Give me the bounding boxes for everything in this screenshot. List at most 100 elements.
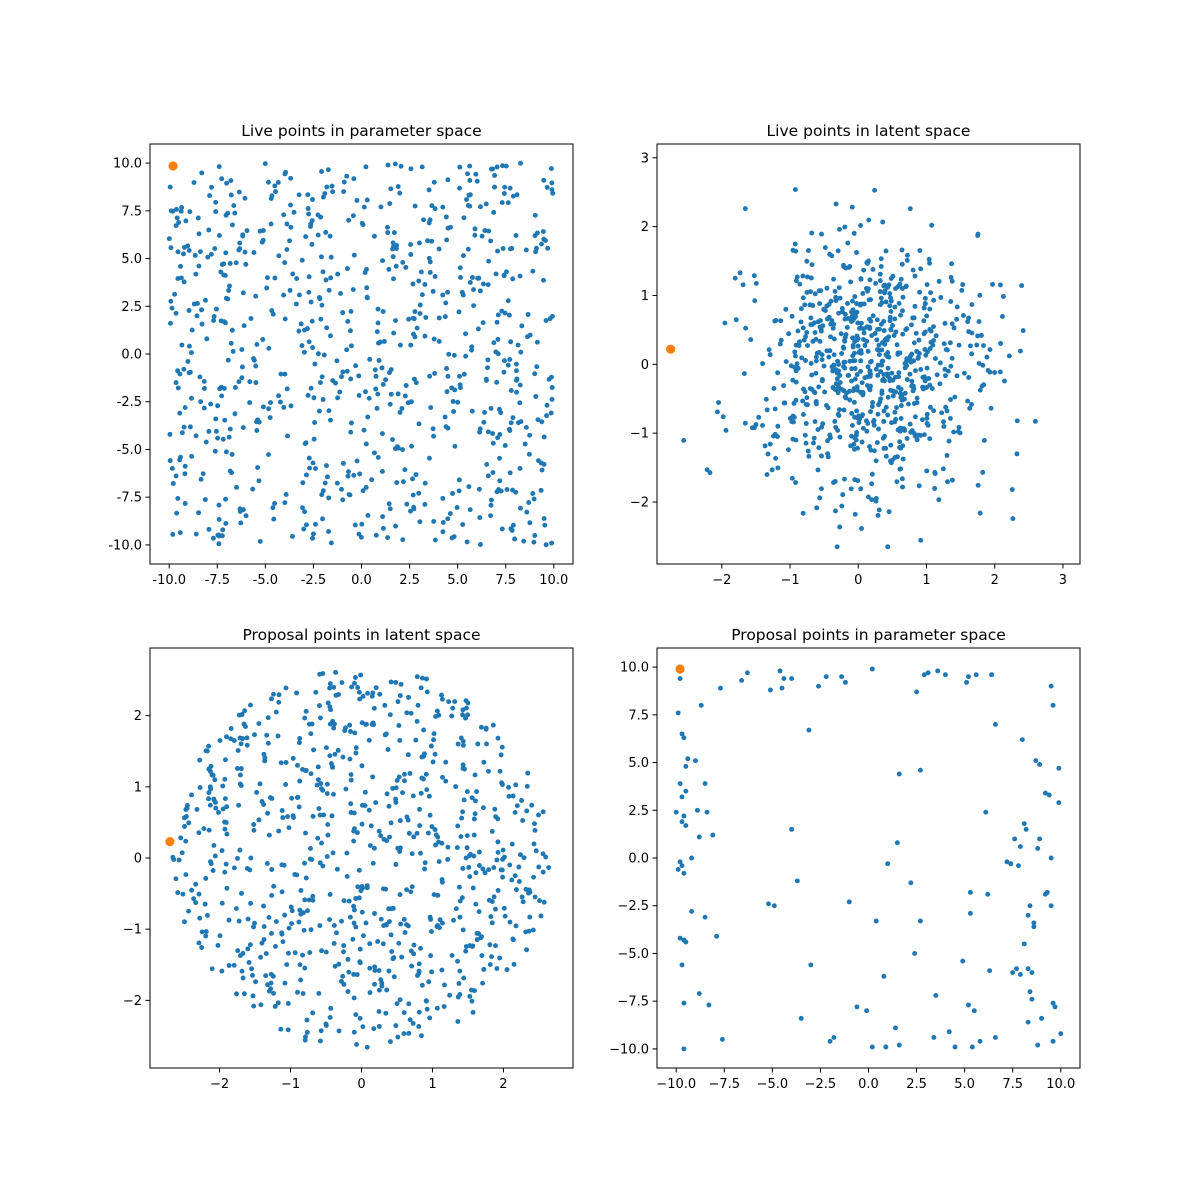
scatter-point bbox=[846, 899, 852, 905]
scatter-point bbox=[719, 1036, 725, 1042]
scatter-point bbox=[530, 927, 536, 933]
scatter-point bbox=[852, 446, 857, 452]
scatter-point bbox=[897, 350, 903, 356]
scatter-point bbox=[393, 679, 399, 685]
scatter-point bbox=[881, 372, 887, 377]
scatter-point bbox=[361, 204, 367, 210]
scatter-point bbox=[1052, 1004, 1058, 1010]
scatter-point bbox=[194, 313, 200, 319]
scatter-point bbox=[539, 241, 544, 247]
scatter-point bbox=[431, 731, 437, 737]
scatter-point bbox=[704, 809, 710, 815]
scatter-point bbox=[397, 190, 403, 196]
scatter-point bbox=[464, 845, 470, 851]
scatter-point bbox=[279, 808, 285, 813]
scatter-point bbox=[1012, 836, 1018, 842]
scatter-point bbox=[925, 670, 931, 676]
scatter-point bbox=[240, 950, 246, 956]
scatter-point bbox=[800, 412, 806, 417]
scatter-point bbox=[679, 731, 685, 737]
scatter-point bbox=[385, 535, 391, 540]
scatter-point bbox=[348, 376, 354, 382]
scatter-point bbox=[236, 247, 242, 253]
scatter-point bbox=[508, 388, 514, 393]
scatter-point bbox=[374, 405, 380, 411]
scatter-point bbox=[947, 415, 953, 421]
scatter-point bbox=[199, 321, 205, 327]
scatter-point bbox=[813, 401, 819, 407]
scatter-point bbox=[216, 502, 222, 508]
scatter-point bbox=[514, 803, 520, 809]
scatter-point bbox=[508, 339, 514, 345]
scatter-point bbox=[416, 490, 422, 496]
scatter-point bbox=[550, 313, 555, 319]
scatter-point bbox=[224, 734, 229, 740]
scatter-point bbox=[835, 411, 841, 417]
scatter-point bbox=[510, 793, 516, 799]
scatter-point bbox=[310, 813, 316, 819]
scatter-point bbox=[216, 164, 222, 170]
scatter-point bbox=[907, 371, 913, 377]
scatter-point bbox=[222, 776, 228, 782]
scatter-point bbox=[540, 229, 546, 235]
scatter-point bbox=[367, 356, 373, 362]
scatter-point bbox=[170, 481, 176, 486]
scatter-point bbox=[412, 203, 418, 209]
scatter-point bbox=[921, 305, 927, 311]
plot-area-frame bbox=[149, 143, 574, 565]
scatter-point bbox=[1037, 836, 1043, 842]
scatter-point bbox=[883, 248, 889, 254]
scatter-point bbox=[878, 295, 884, 301]
scatter-point bbox=[894, 479, 900, 485]
scatter-point bbox=[966, 375, 972, 380]
scatter-point bbox=[819, 453, 824, 459]
scatter-point bbox=[488, 914, 494, 920]
scatter-point bbox=[307, 465, 313, 471]
scatter-point bbox=[473, 901, 479, 907]
scatter-point bbox=[308, 771, 314, 777]
x-tick-label: 10.0 bbox=[1046, 1077, 1075, 1092]
scatter-point bbox=[324, 463, 329, 469]
scatter-point bbox=[380, 514, 386, 520]
scatter-point bbox=[702, 914, 708, 920]
scatter-point bbox=[323, 229, 329, 235]
scatter-point bbox=[401, 1010, 407, 1016]
scatter-point bbox=[375, 939, 381, 944]
scatter-point bbox=[526, 451, 532, 457]
scatter-point bbox=[887, 303, 893, 309]
scatter-point bbox=[328, 275, 334, 281]
scatter-point bbox=[428, 916, 434, 922]
x-tick-label: −1 bbox=[281, 1077, 300, 1092]
scatter-point bbox=[865, 494, 871, 500]
scatter-point bbox=[252, 732, 257, 738]
scatter-point bbox=[940, 466, 946, 472]
scatter-point bbox=[860, 391, 866, 396]
scatter-point bbox=[483, 201, 489, 207]
scatter-point bbox=[381, 338, 387, 344]
scatter-point bbox=[681, 1000, 687, 1006]
scatter-point bbox=[956, 424, 962, 430]
scatter-point bbox=[507, 862, 513, 868]
scatter-point bbox=[792, 353, 798, 359]
scatter-point bbox=[541, 434, 547, 440]
scatter-point bbox=[225, 357, 231, 363]
scatter-point bbox=[540, 809, 546, 815]
x-tick-label: 5.0 bbox=[447, 573, 468, 588]
scatter-point bbox=[1033, 758, 1039, 764]
scatter-point bbox=[405, 752, 411, 758]
scatter-point bbox=[498, 752, 504, 758]
scatter-point bbox=[416, 961, 422, 967]
scatter-point bbox=[352, 826, 357, 832]
scatter-point bbox=[899, 286, 905, 291]
scatter-point bbox=[504, 269, 509, 275]
scatter-point bbox=[457, 164, 463, 170]
scatter-point bbox=[201, 405, 207, 411]
scatter-point bbox=[854, 387, 860, 393]
scatter-point bbox=[969, 302, 975, 308]
scatter-point bbox=[216, 233, 222, 238]
scatter-point bbox=[428, 405, 434, 410]
scatter-point bbox=[340, 369, 346, 375]
scatter-point bbox=[328, 540, 334, 546]
scatter-point bbox=[888, 387, 894, 393]
scatter-point bbox=[395, 184, 401, 190]
